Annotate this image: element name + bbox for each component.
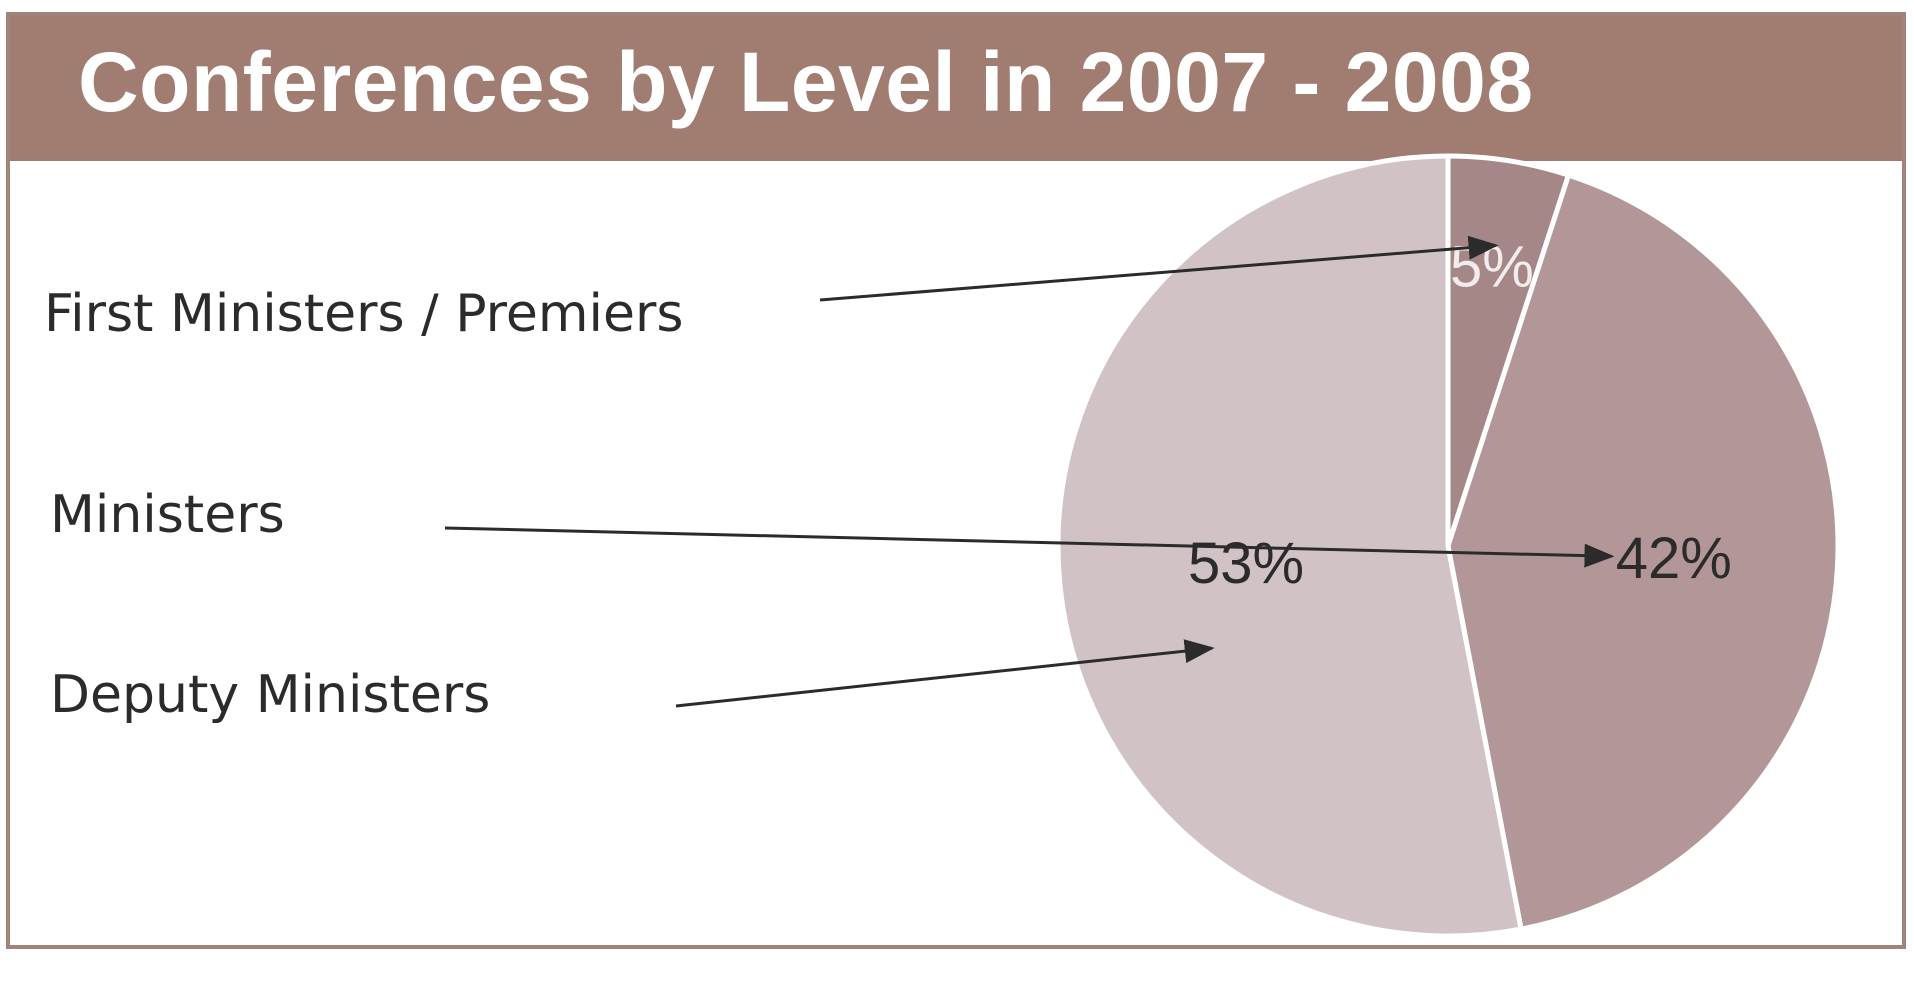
chart-title: Conferences by Level in 2007 - 2008 (78, 35, 1534, 129)
legend-label-ministers: Ministers (50, 485, 285, 545)
legend-label-deputy-ministers: Deputy Ministers (50, 665, 490, 725)
pie-slices (1055, 153, 1841, 939)
legend-arrow-1 (444, 526, 1615, 568)
legend-label-first-ministers: First Ministers / Premiers (44, 284, 683, 344)
legend-arrow-0 (819, 235, 1499, 302)
title-bar: Conferences by Level in 2007 - 2008 (10, 16, 1902, 161)
pie-slice-2 (1055, 153, 1524, 939)
slice-label-1: 42% (1616, 526, 1732, 591)
pie-slice-1 (1445, 172, 1841, 932)
legend-arrows (444, 235, 1615, 708)
slice-labels: 5%42%53% (1188, 235, 1732, 596)
legend-arrow-2 (675, 639, 1215, 708)
legend: First Ministers / Premiers Ministers Dep… (44, 284, 683, 725)
slice-label-2: 53% (1188, 531, 1304, 596)
